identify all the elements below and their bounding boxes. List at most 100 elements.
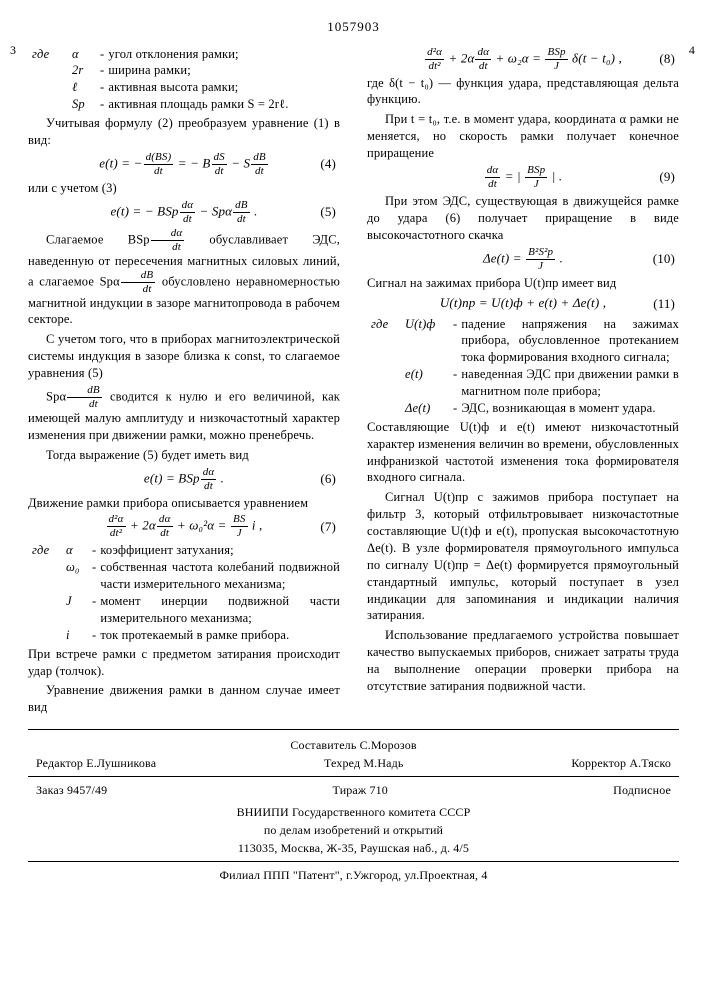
dash: - [453, 366, 461, 400]
right-p6: Сигнал U(t)пр с зажимов прибора поступае… [367, 489, 679, 624]
footer-branch: Филиал ППП "Патент", г.Ужгород, ул.Проек… [28, 866, 679, 884]
frac: d²αdt² [425, 47, 444, 72]
sym: Δe(t) [401, 400, 453, 417]
right-p5: Составляющие U(t)ф и e(t) имеют низкочас… [367, 419, 679, 487]
left-p10: Уравнение движения рамки в данном случае… [28, 682, 340, 716]
eq-tail: . [217, 470, 224, 485]
page-num-left: 3 [10, 42, 16, 58]
frac: d(BS)dt [144, 152, 174, 177]
def: активная высота рамки; [108, 79, 340, 96]
columns: 3 где α-угол отклонения рамки; 2r-ширина… [28, 44, 679, 720]
left-p7: Тогда выражение (5) будет иметь вид [28, 447, 340, 464]
frac: dαdt [180, 200, 196, 225]
frac: BSрJ [525, 165, 547, 190]
pad [28, 62, 68, 79]
txt: Sрα [46, 389, 66, 403]
def: собственная частота колебаний подвижной … [100, 559, 340, 593]
frac: d²αdt² [107, 514, 126, 539]
sym: ω₀ [62, 559, 92, 593]
eq-tail: i , [249, 518, 263, 533]
right-p2: При t = t₀, т.е. в момент удара, координ… [367, 111, 679, 162]
frac: dαdt [201, 467, 217, 492]
txt: Слагаемое BSр [46, 232, 150, 246]
eq-l: e(t) = − [99, 155, 142, 170]
eq-num: (10) [653, 250, 675, 268]
frac: dαdt [485, 165, 501, 190]
eq-m: + 2α [445, 50, 474, 65]
eq-tail: δ(t − t₀) , [569, 50, 622, 65]
dash: - [92, 593, 100, 627]
dash: - [100, 79, 108, 96]
footer-tech: Техред М.Надь [324, 754, 404, 772]
frac: dSdt [212, 152, 227, 177]
sym: 2r [68, 62, 100, 79]
def: момент инерции подвижной части измерител… [100, 593, 340, 627]
eq-num: (6) [320, 470, 336, 488]
equation-4: e(t) = −d(BS)dt = − BdSdt − SdBdt (4) [28, 152, 340, 177]
eq-m2: − S [228, 155, 250, 170]
pad [28, 96, 68, 113]
eq-m: − Sрα [196, 203, 232, 218]
right-column: 4 d²αdt² + 2αdαdt + ω₂α = BSрJ δ(t − t₀)… [367, 44, 679, 720]
right-p7: Использование предлагаемого устройства п… [367, 627, 679, 695]
dash: - [453, 400, 461, 417]
left-p4: Слагаемое BSрdαdt обуславливает ЭДС, нав… [28, 228, 340, 329]
frac: dαdt [151, 228, 185, 253]
sym: J [62, 593, 92, 627]
dash: - [92, 559, 100, 593]
eq-num: (4) [320, 155, 336, 173]
sym: e(t) [401, 366, 453, 400]
footer-rule-2 [28, 861, 679, 862]
footer-compiler: Составитель С.Морозов [28, 736, 679, 754]
def: падение напряжения на зажимах прибора, о… [461, 316, 679, 367]
footer-org1: ВНИИПИ Государственного комитета СССР [28, 803, 679, 821]
eq-l: e(t) = − BSр [111, 203, 179, 218]
eq-m: + 2α [127, 518, 156, 533]
def: активная площадь рамки S = 2rℓ. [108, 96, 340, 113]
page-num-right: 4 [689, 42, 695, 58]
equation-9: dαdt = | BSрJ | . (9) [367, 165, 679, 190]
footer-addr: 113035, Москва, Ж-35, Раушская наб., д. … [28, 839, 679, 857]
dash: - [100, 62, 108, 79]
eq-m2: + ω₂α = [492, 50, 544, 65]
pad [367, 366, 401, 400]
right-p4: Сигнал на зажимах прибора U(t)пр имеет в… [367, 275, 679, 292]
frac: dBdt [251, 152, 268, 177]
left-defs-1: где α-угол отклонения рамки; 2r-ширина р… [28, 46, 340, 114]
frac: BSJ [231, 514, 248, 539]
footer-editor: Редактор Е.Лушникова [36, 754, 156, 772]
pad [28, 627, 62, 644]
right-p3: При этом ЭДС, существующая в движущейся … [367, 193, 679, 244]
frac: dBdt [233, 200, 250, 225]
eq-num: (9) [659, 168, 675, 186]
doc-number: 1057903 [28, 18, 679, 36]
eq-tail: . [556, 250, 563, 265]
left-column: 3 где α-угол отклонения рамки; 2r-ширина… [28, 44, 340, 720]
frac: dαdt [475, 47, 491, 72]
eq-num: (5) [320, 203, 336, 221]
pad [367, 400, 401, 417]
def: угол отклонения рамки; [108, 46, 340, 63]
frac: dBdt [121, 270, 156, 295]
eq-l: e(t) = BSр [144, 470, 200, 485]
dash: - [92, 542, 100, 559]
footer-corr: Корректор А.Тяско [571, 754, 671, 772]
eq-body: U(t)пр = U(t)ф + e(t) + Δe(t) , [440, 295, 606, 310]
eq-l: Δe(t) = [483, 250, 525, 265]
equation-8: d²αdt² + 2αdαdt + ω₂α = BSрJ δ(t − t₀) ,… [367, 47, 679, 72]
left-p9: При встрече рамки с предметом затирания … [28, 646, 340, 680]
eq-m: = | [501, 168, 524, 183]
where-label: где [28, 542, 62, 559]
pad [28, 593, 62, 627]
footer: Составитель С.Морозов Редактор Е.Лушнико… [28, 729, 679, 884]
eq-num: (11) [653, 294, 675, 312]
footer-rule-1 [28, 776, 679, 777]
footer-order: Заказ 9457/49 [36, 781, 107, 799]
def: коэффициент затухания; [100, 542, 340, 559]
right-defs: где U(t)ф-падение напряжения на зажимах … [367, 316, 679, 417]
sym: α [68, 46, 100, 63]
def: ЭДС, возникающая в момент удара. [461, 400, 679, 417]
def: ток протекаемый в рамке прибора. [100, 627, 340, 644]
def: наведенная ЭДС при движении рамки в магн… [461, 366, 679, 400]
sym: i [62, 627, 92, 644]
